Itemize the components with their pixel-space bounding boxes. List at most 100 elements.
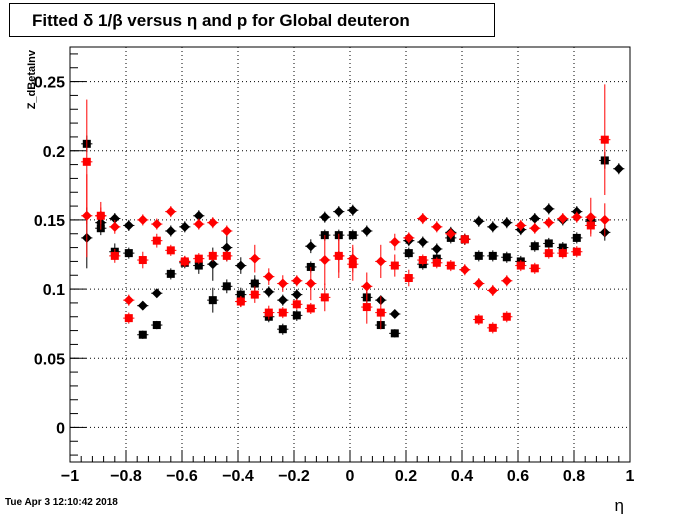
data-point-square	[222, 251, 231, 260]
y-tick-label: 0.05	[34, 351, 65, 368]
axis-ticks	[69, 53, 631, 462]
data-point-diamond	[431, 243, 442, 254]
data-point-diamond	[459, 264, 470, 275]
data-point-diamond	[263, 271, 274, 282]
data-point-square	[166, 246, 175, 255]
data-point-diamond	[361, 281, 372, 292]
data-point-square	[278, 308, 287, 317]
timestamp: Tue Apr 3 12:10:42 2018	[5, 497, 118, 508]
data-point-diamond	[151, 288, 162, 299]
data-point-square	[82, 157, 91, 166]
data-point-square	[404, 274, 413, 283]
data-point-diamond	[305, 241, 316, 252]
data-point-square	[166, 269, 175, 278]
data-point-diamond	[347, 205, 358, 216]
data-point-square	[138, 256, 147, 265]
data-point-square	[404, 249, 413, 258]
data-point-square	[418, 256, 427, 265]
data-point-square	[390, 329, 399, 338]
data-point-square	[334, 251, 343, 260]
data-point-diamond	[389, 237, 400, 248]
x-tick-label: 0.2	[395, 468, 417, 485]
x-tick-label: 0.8	[563, 468, 585, 485]
data-point-square	[488, 251, 497, 260]
data-point-diamond	[151, 219, 162, 230]
data-point-diamond	[193, 219, 204, 230]
data-point-diamond	[235, 260, 246, 271]
data-point-diamond	[277, 295, 288, 306]
y-tick-label: 0.2	[43, 144, 65, 161]
x-tick-label: 0.4	[451, 468, 473, 485]
data-point-diamond	[137, 214, 148, 225]
data-point-diamond	[361, 225, 372, 236]
x-tick-label: −0.2	[278, 468, 310, 485]
data-point-square	[194, 254, 203, 263]
data-point-diamond	[305, 278, 316, 289]
data-point-square	[530, 264, 539, 273]
data-point-diamond	[557, 213, 568, 224]
data-point-diamond	[529, 213, 540, 224]
data-point-square	[446, 261, 455, 270]
series-3	[81, 84, 611, 334]
data-point-diamond	[319, 212, 330, 223]
data-point-square	[194, 261, 203, 270]
data-point-square	[250, 290, 259, 299]
data-point-diamond	[473, 278, 484, 289]
data-point-diamond	[333, 206, 344, 217]
data-point-diamond	[263, 286, 274, 297]
data-point-square	[124, 314, 133, 323]
data-point-diamond	[417, 213, 428, 224]
data-point-diamond	[123, 220, 134, 231]
data-point-square	[348, 231, 357, 240]
series-0	[81, 163, 625, 319]
data-point-diamond	[165, 206, 176, 217]
data-point-diamond	[109, 213, 120, 224]
data-point-square	[474, 251, 483, 260]
x-tick-label: 0	[346, 468, 355, 485]
data-point-square	[572, 233, 581, 242]
data-point-square	[278, 325, 287, 334]
x-tick-label: −1	[61, 468, 79, 485]
data-point-square	[222, 282, 231, 291]
x-axis-label: η	[615, 496, 624, 514]
data-point-square	[152, 236, 161, 245]
x-tick-label: −0.4	[222, 468, 254, 485]
axis-tick-labels: −1 −0.8 −0.6 −0.4 −0.2 0 0.2 0.4 0.6 0.8 1 0 0.05 0.1…	[34, 75, 635, 485]
data-point-diamond	[599, 214, 610, 225]
data-point-diamond	[445, 228, 456, 239]
data-point-square	[558, 249, 567, 258]
data-point-square	[208, 296, 217, 305]
data-point-square	[544, 249, 553, 258]
data-point-diamond	[165, 225, 176, 236]
data-point-diamond	[221, 242, 232, 253]
data-point-square	[250, 279, 259, 288]
y-tick-label: 0.1	[43, 282, 65, 299]
data-point-square	[138, 330, 147, 339]
data-point-diamond	[221, 225, 232, 236]
data-point-square	[502, 312, 511, 321]
x-tick-label: 0.6	[507, 468, 529, 485]
data-point-square	[390, 261, 399, 270]
data-point-square	[306, 304, 315, 313]
y-axis-label: Z_dBetaInv	[26, 49, 38, 109]
data-point-diamond	[501, 217, 512, 228]
x-tick-label: −0.6	[166, 468, 198, 485]
grid	[70, 47, 630, 462]
data-point-square	[180, 257, 189, 266]
data-point-diamond	[291, 289, 302, 300]
data-point-square	[236, 297, 245, 306]
data-point-diamond	[207, 259, 218, 270]
data-point-square	[124, 249, 133, 258]
data-point-square	[600, 135, 609, 144]
data-point-square	[376, 308, 385, 317]
data-point-square	[362, 303, 371, 312]
data-point-diamond	[207, 217, 218, 228]
data-point-diamond	[109, 221, 120, 232]
data-point-diamond	[515, 220, 526, 231]
data-point-square	[530, 242, 539, 251]
data-point-diamond	[473, 216, 484, 227]
data-point-square	[96, 211, 105, 220]
data-point-square	[320, 293, 329, 302]
data-point-diamond	[389, 308, 400, 319]
series-2	[81, 174, 611, 308]
